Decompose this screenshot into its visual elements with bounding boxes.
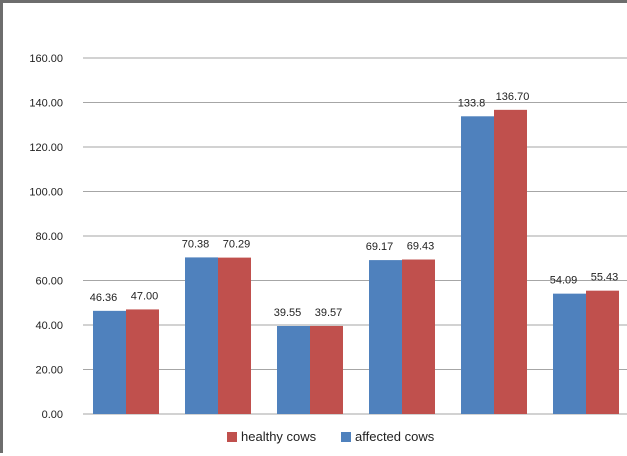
data-labels: 46.36 47.00 70.38 70.29 39.55 39.57 69.17 69.43…	[90, 91, 619, 319]
data-label: 70.38	[182, 238, 210, 250]
legend-label-affected-cows: affected cows	[355, 429, 435, 444]
legend-swatch-healthy-cows	[227, 432, 237, 442]
data-label: 70.29	[223, 239, 251, 251]
bar-healthy-cows-3	[310, 325, 343, 414]
bar-affected-cows-5	[461, 116, 494, 415]
legend-label-healthy-cows: healthy cows	[241, 429, 317, 444]
bar-affected-cows-2	[185, 257, 218, 414]
bar-chart: 0.00 20.00 40.00 60.00 80.00 100.00 120.00 140.…	[29, 53, 627, 444]
y-tick-label: 80.00	[35, 231, 63, 243]
data-label: 69.17	[366, 241, 394, 253]
data-label: 54.09	[550, 275, 578, 287]
y-tick-label: 20.00	[35, 365, 63, 377]
y-tick-label: 40.00	[35, 320, 63, 332]
y-tick-label: 0.00	[42, 409, 63, 421]
data-label: 133.8	[458, 97, 486, 109]
bar-healthy-cows-6	[586, 290, 619, 414]
legend: healthy cows affected cows	[227, 429, 435, 444]
data-label: 69.43	[407, 241, 435, 253]
data-label: 39.55	[274, 307, 302, 319]
bars	[93, 109, 619, 415]
data-label: 136.70	[496, 91, 530, 103]
data-label: 55.43	[591, 272, 619, 284]
y-tick-label: 60.00	[35, 276, 63, 288]
y-tick-label: 100.00	[29, 187, 63, 199]
y-axis-ticks: 0.00 20.00 40.00 60.00 80.00 100.00 120.00 140.…	[29, 53, 63, 421]
bar-affected-cows-4	[369, 260, 402, 414]
bar-affected-cows-6	[553, 293, 586, 414]
bar-healthy-cows-2	[218, 257, 251, 414]
y-tick-label: 120.00	[29, 142, 63, 154]
bar-healthy-cows-1	[126, 309, 159, 414]
gridlines	[83, 57, 627, 415]
data-label: 39.57	[315, 307, 343, 319]
bar-healthy-cows-5	[494, 109, 527, 414]
y-tick-label: 140.00	[29, 98, 63, 110]
data-label: 47.00	[131, 290, 159, 302]
bar-affected-cows-1	[93, 310, 126, 414]
bar-affected-cows-3	[277, 326, 310, 414]
y-tick-label: 160.00	[29, 53, 63, 65]
data-label: 46.36	[90, 292, 118, 304]
legend-swatch-affected-cows	[341, 432, 351, 442]
bar-healthy-cows-4	[402, 259, 435, 414]
